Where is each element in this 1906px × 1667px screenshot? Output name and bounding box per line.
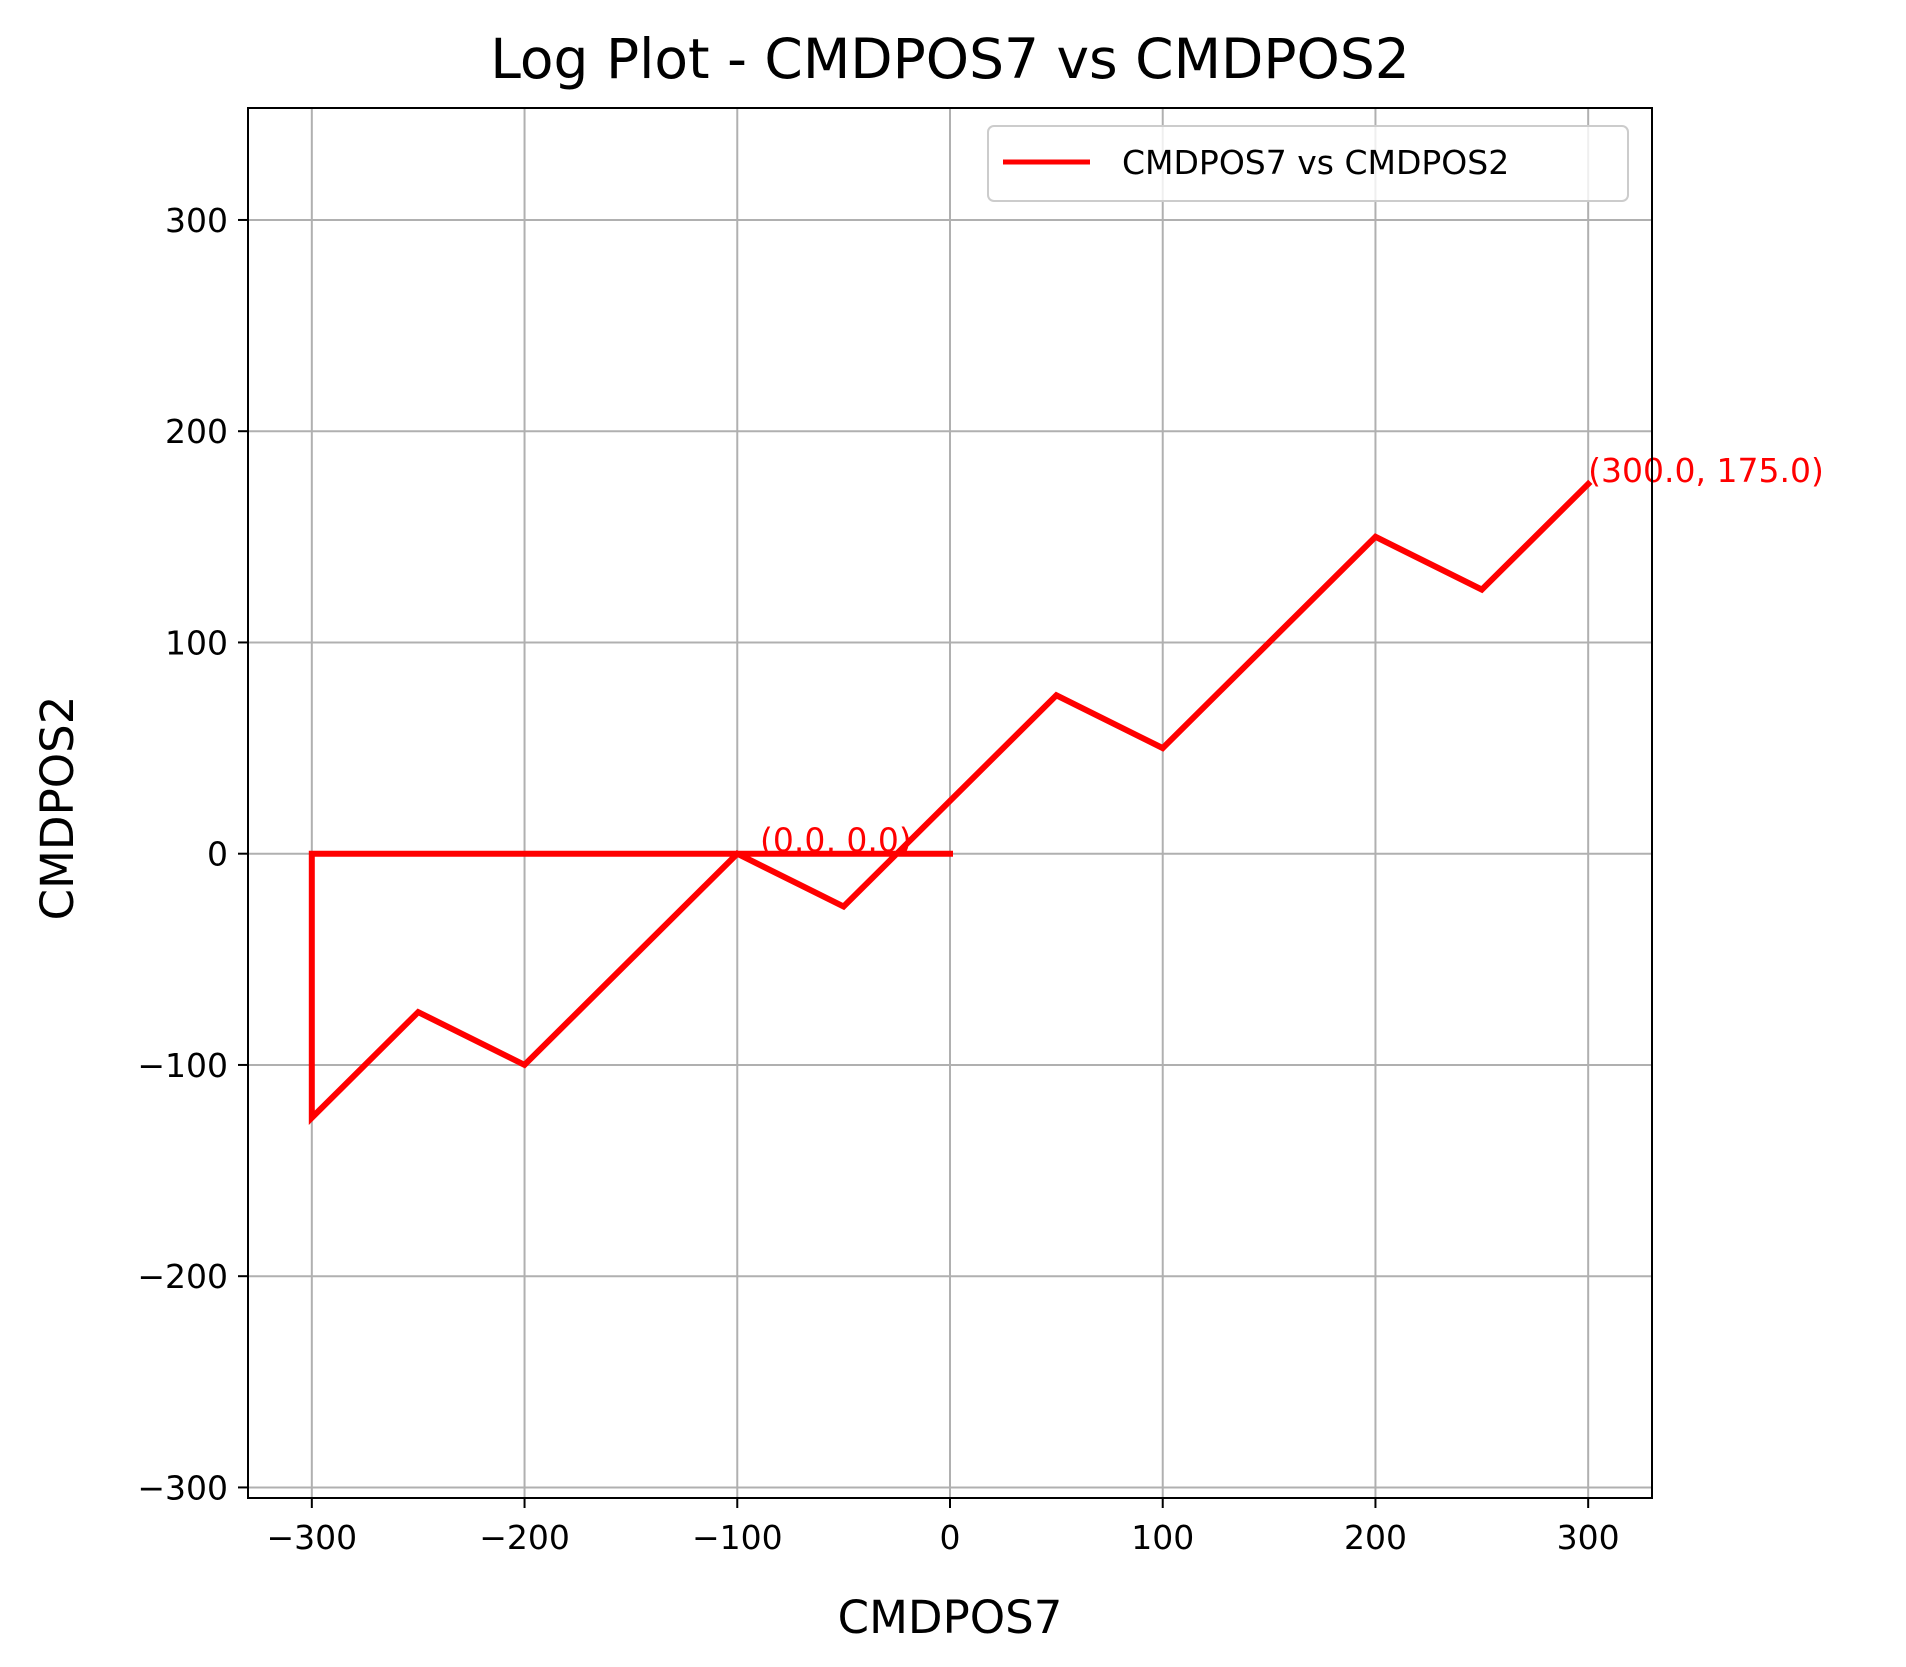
y-tick-label: −100 (137, 1046, 228, 1085)
x-tick-label: 100 (1131, 1518, 1194, 1557)
y-tick-label: 0 (207, 835, 228, 874)
legend-label: CMDPOS7 vs CMDPOS2 (1122, 143, 1509, 182)
legend: CMDPOS7 vs CMDPOS2 (987, 125, 1629, 202)
annotations: (0.0, 0.0) (300.0, 175.0) (760, 451, 1824, 860)
x-tick-label: 0 (940, 1518, 961, 1557)
legend-box (987, 125, 1629, 202)
point-annotation: (0.0, 0.0) (760, 821, 912, 860)
x-tick-label: −100 (692, 1518, 783, 1557)
x-tick-label: 200 (1344, 1518, 1407, 1557)
y-tick-label: −300 (137, 1468, 228, 1507)
x-tick-label: −300 (266, 1518, 357, 1557)
y-tick-label: 200 (165, 412, 228, 451)
x-axis-label: CMDPOS7 (838, 1591, 1063, 1644)
y-axis-label: CMDPOS2 (31, 696, 84, 921)
axis-ticks: −300 −200 −100 0 100 200 300 −300 −200 −100 0 100 20… (137, 201, 1619, 1557)
chart-title: Log Plot - CMDPOS7 vs CMDPOS2 (490, 27, 1410, 91)
series-line (308, 479, 1593, 1126)
x-tick-label: −200 (479, 1518, 570, 1557)
series-layer (308, 479, 1593, 1126)
point-annotation: (300.0, 175.0) (1588, 451, 1824, 490)
x-tick-label: 300 (1557, 1518, 1620, 1557)
y-tick-label: 100 (165, 623, 228, 662)
y-tick-label: −200 (137, 1257, 228, 1296)
y-tick-label: 300 (165, 201, 228, 240)
